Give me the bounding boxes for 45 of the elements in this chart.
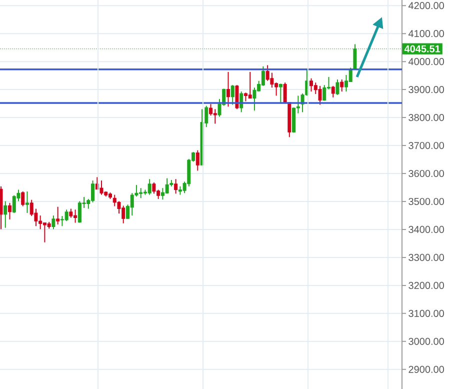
- candlestick: [52, 214, 56, 230]
- y-tick-label: 3300.00: [408, 254, 444, 262]
- y-tick-label: 3800.00: [408, 114, 444, 122]
- candlestick: [318, 85, 322, 106]
- candlestick: [270, 72, 274, 88]
- candlestick: [248, 71, 252, 99]
- y-tick-label: 3200.00: [408, 282, 444, 289]
- y-tick-label: 3000.00: [408, 338, 444, 345]
- y-tick-label: 4200.00: [408, 2, 444, 10]
- ref-line-label: 4045.51: [404, 45, 440, 52]
- candlestick: [196, 150, 200, 172]
- candlestick: [340, 78, 344, 92]
- candlestick: [283, 82, 287, 103]
- candlestick: [8, 202, 12, 220]
- candlestick: [56, 206, 60, 225]
- candlestick: [310, 78, 314, 92]
- candlestick: [331, 85, 335, 98]
- candlestick: [64, 209, 68, 222]
- candlestick: [252, 87, 256, 112]
- candlestick: [336, 78, 340, 96]
- candlestick: [148, 178, 152, 196]
- candlestick: [278, 83, 282, 103]
- candlestick: [226, 71, 230, 108]
- y-tick-label: 4100.00: [408, 30, 444, 38]
- candlestick: [100, 180, 104, 196]
- candlestick: [230, 84, 234, 106]
- y-tick-label: 3500.00: [408, 198, 444, 206]
- y-tick-label: 3600.00: [408, 170, 444, 178]
- candlestick: [240, 91, 244, 113]
- y-tick-label: 4000.00: [408, 58, 444, 66]
- candlestick: [165, 178, 169, 194]
- candlestick: [174, 178, 178, 194]
- y-tick-label: 3900.00: [408, 86, 444, 94]
- y-tick-label: 2900.00: [408, 366, 444, 373]
- y-tick-label: 3700.00: [408, 142, 444, 150]
- y-tick-label: 3400.00: [408, 226, 444, 234]
- candlestick: [25, 190, 29, 214]
- candlestick: [209, 104, 213, 116]
- candlestick: [21, 190, 25, 207]
- candlestick: [152, 182, 156, 194]
- candlestick: [213, 108, 217, 124]
- candlestick: [266, 64, 270, 82]
- candlestick: [4, 200, 8, 228]
- y-tick-label: 3100.00: [408, 310, 444, 317]
- candlestick: [322, 84, 326, 102]
